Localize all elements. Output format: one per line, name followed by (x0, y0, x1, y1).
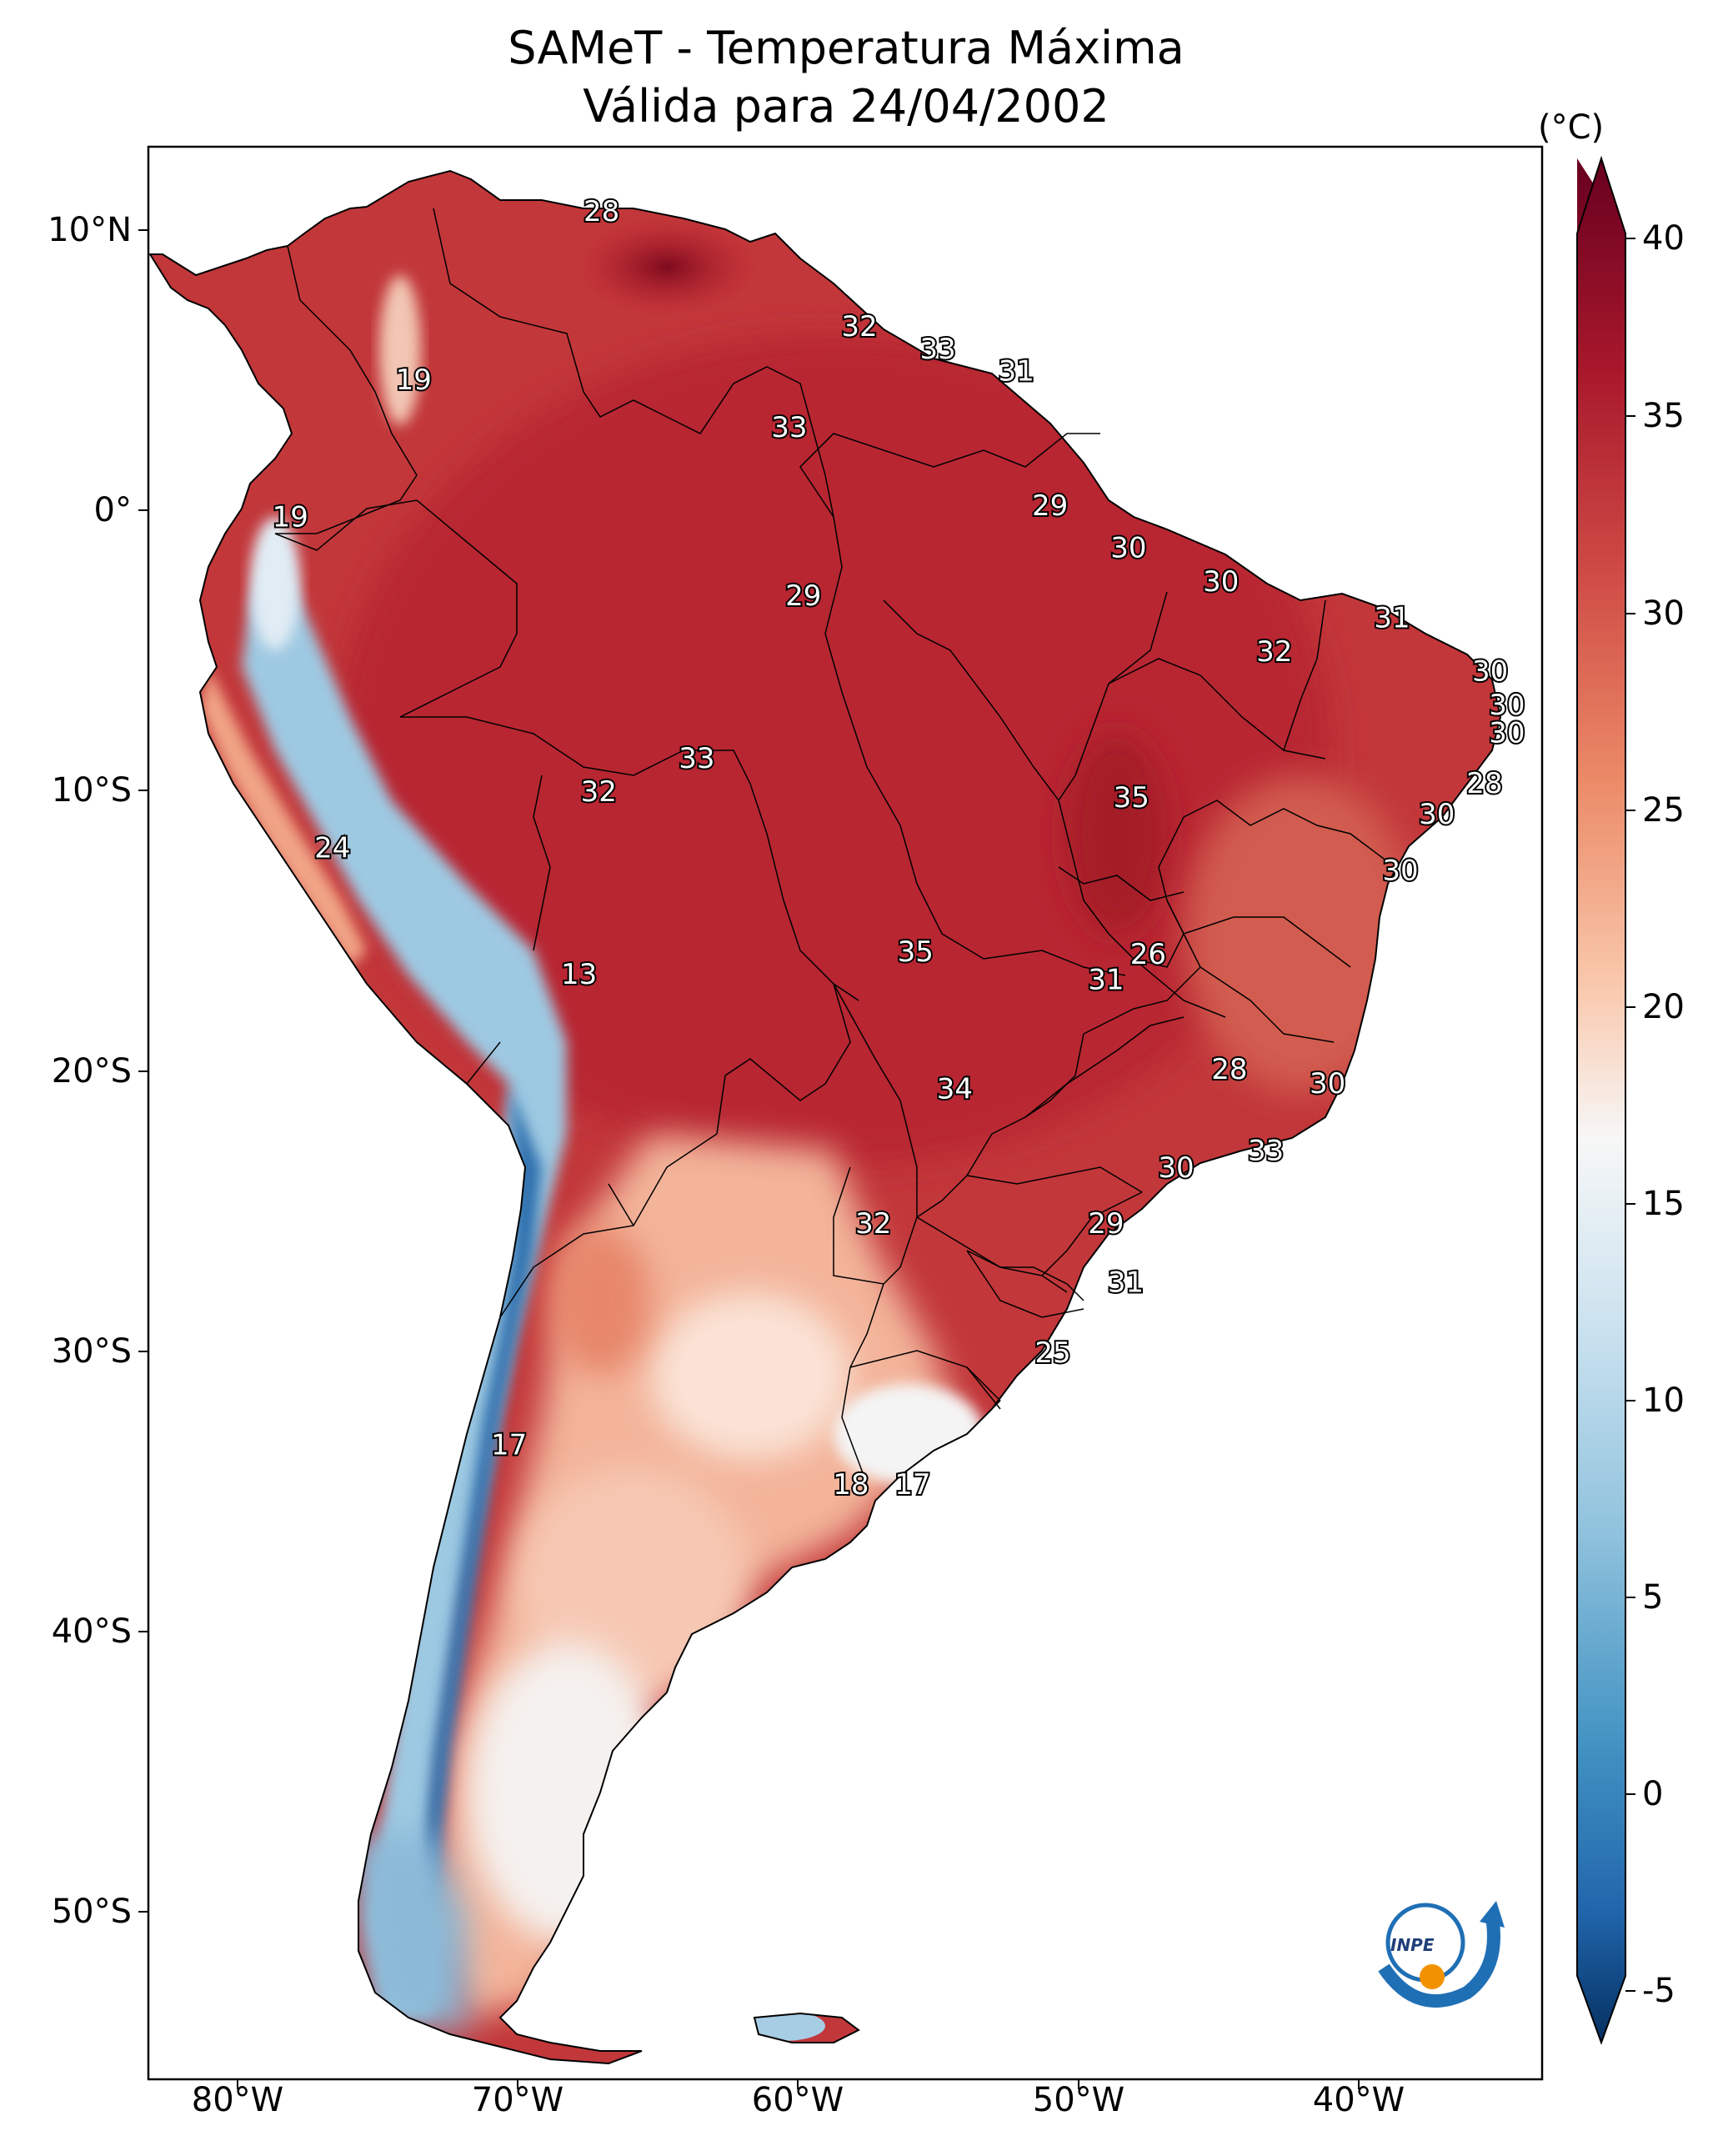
temperature-label: 19 (273, 501, 308, 534)
inpe-logo-text: INPE (1390, 1935, 1435, 1955)
temperature-label: 28 (1211, 1053, 1247, 1086)
temperature-label: 29 (1088, 1207, 1124, 1241)
temperature-label: 30 (1310, 1067, 1345, 1101)
y-tick-label: 0° (93, 491, 132, 529)
coastline (148, 169, 1502, 2065)
colorbar-tick: 5 (1642, 1578, 1664, 1617)
colorbar-tick: 35 (1642, 397, 1685, 435)
colorbar-tick: 40 (1642, 219, 1685, 258)
temperature-label: 32 (841, 310, 877, 343)
y-tick-label: 10°N (48, 211, 132, 249)
y-tick-label: 30°S (51, 1332, 132, 1371)
temperature-label: 30 (1489, 717, 1525, 750)
colorbar-unit: (°C) (1538, 108, 1605, 147)
temperature-label: 34 (937, 1073, 973, 1106)
map-subtitle: Válida para 24/04/2002 (583, 80, 1109, 133)
temperature-label: 18 (833, 1468, 869, 1502)
temperature-label: 33 (920, 333, 956, 366)
colorbar (1576, 155, 1635, 2045)
temperature-label: 30 (1203, 565, 1239, 599)
temperature-label: 32 (1256, 635, 1292, 669)
temperature-label: 26 (1130, 938, 1166, 971)
temperature-label: 33 (1248, 1135, 1284, 1168)
temperature-label: 19 (396, 364, 432, 397)
temperature-label: 17 (491, 1429, 527, 1462)
temperature-label: 35 (1114, 781, 1150, 815)
colorbar-tick: 30 (1642, 594, 1685, 633)
temperature-label: 32 (581, 775, 617, 809)
axes-frame (138, 145, 1544, 2089)
temperature-label: 25 (1034, 1336, 1070, 1370)
temperature-label: 31 (1088, 963, 1124, 996)
temperature-label: 17 (894, 1468, 930, 1502)
map-title: SAMeT - Temperatura Máxima (508, 22, 1185, 74)
temperature-label: 29 (785, 579, 821, 613)
colorbar-tick: 25 (1642, 791, 1685, 830)
temperature-label: 30 (1472, 655, 1508, 689)
temperature-label: 33 (771, 411, 807, 444)
y-tick-label: 50°S (51, 1893, 132, 1931)
colorbar-tick: 20 (1642, 988, 1685, 1026)
temperature-label: 29 (1032, 489, 1068, 523)
temperature-label: 31 (1374, 602, 1410, 635)
y-tick-label: 20°S (51, 1052, 132, 1091)
y-tick-label: 40°S (51, 1612, 132, 1651)
temperature-label: 28 (1466, 767, 1502, 800)
temperature-label: 28 (584, 195, 619, 228)
temperature-label: 24 (314, 831, 350, 865)
colorbar-tick: 10 (1642, 1381, 1685, 1420)
y-tick-label: 10°S (51, 771, 132, 810)
colorbar-tick: -5 (1642, 1972, 1675, 2010)
temperature-label: 31 (1108, 1266, 1144, 1300)
country-borders (274, 208, 1385, 1485)
colorbar-tick: 0 (1642, 1775, 1664, 1813)
temperature-label: 13 (561, 958, 597, 991)
temperature-label: 33 (679, 742, 714, 775)
temperature-label: 32 (855, 1207, 891, 1241)
temperature-label: 30 (1419, 798, 1455, 831)
temperature-label: 30 (1382, 854, 1418, 887)
temperature-label: 30 (1158, 1151, 1194, 1185)
temperature-label: 30 (1489, 689, 1525, 722)
temperature-label: 30 (1110, 532, 1146, 565)
temperature-label: 31 (999, 355, 1034, 389)
temperature-label: 35 (898, 935, 934, 969)
colorbar-tick: 15 (1642, 1185, 1685, 1223)
inpe-logo: INPE (1378, 1901, 1505, 2008)
